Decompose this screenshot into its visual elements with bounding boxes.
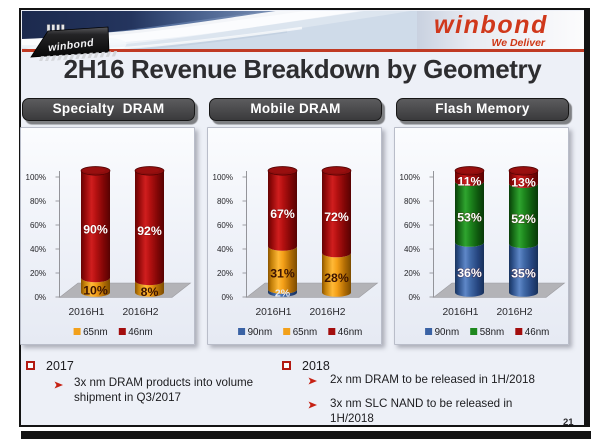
svg-text:100%: 100%	[213, 173, 233, 182]
svg-text:2016H2: 2016H2	[122, 307, 158, 318]
svg-text:40%: 40%	[217, 245, 233, 254]
svg-text:40%: 40%	[404, 245, 420, 254]
svg-text:46nm: 46nm	[338, 327, 363, 338]
svg-text:100%: 100%	[26, 173, 46, 182]
svg-text:80%: 80%	[30, 197, 46, 206]
svg-text:20%: 20%	[404, 269, 420, 278]
svg-text:2016H1: 2016H1	[255, 307, 291, 318]
svg-text:90nm: 90nm	[435, 327, 460, 338]
svg-text:0%: 0%	[408, 293, 420, 302]
svg-text:20%: 20%	[30, 269, 46, 278]
svg-text:60%: 60%	[217, 221, 233, 230]
svg-text:winbond: winbond	[434, 11, 548, 39]
svg-text:20%: 20%	[217, 269, 233, 278]
svg-text:40%: 40%	[30, 245, 46, 254]
svg-text:92%: 92%	[137, 224, 162, 238]
svg-text:36%: 36%	[457, 266, 482, 280]
svg-text:8%: 8%	[141, 285, 159, 299]
svg-text:10%: 10%	[83, 284, 108, 298]
svg-text:67%: 67%	[270, 207, 295, 221]
svg-text:100%: 100%	[400, 173, 420, 182]
svg-text:65nm: 65nm	[83, 327, 108, 338]
svg-text:60%: 60%	[404, 221, 420, 230]
svg-text:winbond: winbond	[47, 36, 94, 54]
svg-text:11%: 11%	[458, 175, 482, 189]
svg-text:2016H1: 2016H1	[442, 307, 478, 318]
svg-text:53%: 53%	[457, 210, 482, 224]
svg-text:65nm: 65nm	[293, 327, 318, 338]
svg-text:60%: 60%	[30, 221, 46, 230]
svg-text:35%: 35%	[511, 267, 536, 281]
svg-text:80%: 80%	[217, 197, 233, 206]
svg-text:52%: 52%	[511, 212, 536, 226]
svg-text:2%: 2%	[275, 288, 291, 300]
svg-text:46nm: 46nm	[128, 327, 153, 338]
svg-text:We Deliver: We Deliver	[491, 37, 545, 49]
svg-text:2016H2: 2016H2	[496, 307, 532, 318]
svg-text:90%: 90%	[83, 223, 108, 237]
svg-text:80%: 80%	[404, 197, 420, 206]
svg-text:2016H1: 2016H1	[68, 307, 104, 318]
svg-text:0%: 0%	[34, 293, 46, 302]
svg-text:72%: 72%	[324, 210, 349, 224]
svg-text:13%: 13%	[511, 176, 536, 190]
svg-text:90nm: 90nm	[248, 327, 273, 338]
svg-text:28%: 28%	[324, 271, 349, 285]
svg-text:31%: 31%	[270, 266, 295, 280]
svg-text:58nm: 58nm	[480, 327, 505, 338]
svg-text:2016H2: 2016H2	[309, 307, 345, 318]
svg-text:0%: 0%	[221, 293, 233, 302]
svg-text:46nm: 46nm	[525, 327, 550, 338]
